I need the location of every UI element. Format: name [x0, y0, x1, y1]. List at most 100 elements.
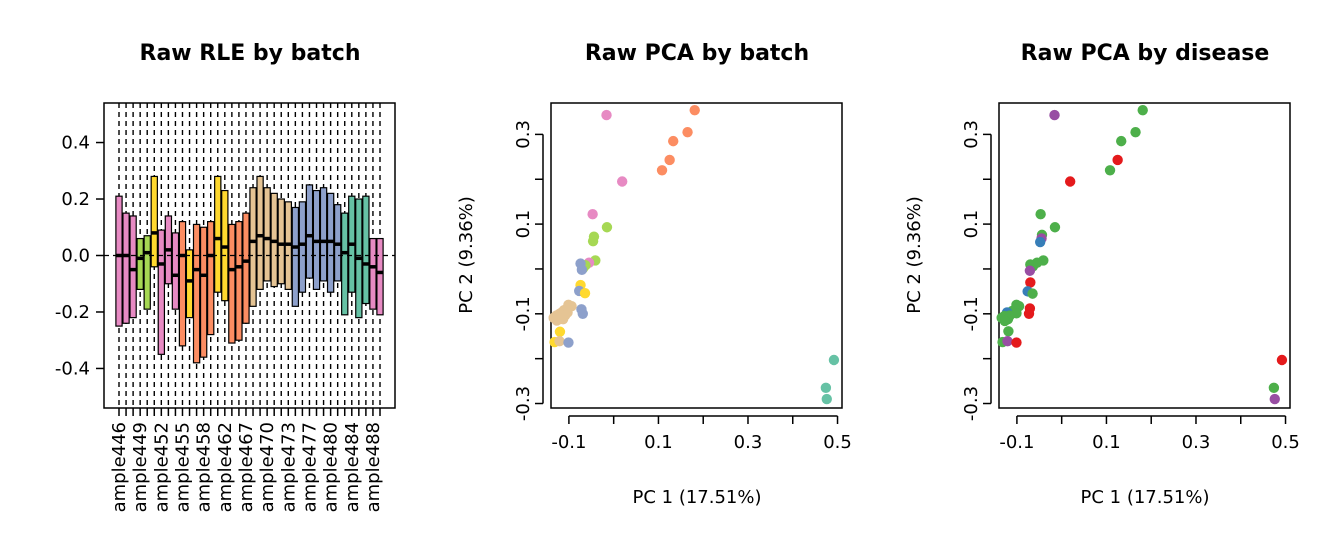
- pca-disease-point: [1024, 265, 1036, 276]
- pca-disease-point: [1116, 135, 1127, 147]
- rle-box: [199, 226, 208, 358]
- pca-disease-point: [1269, 393, 1280, 405]
- pca-batch-point: [821, 393, 832, 405]
- rle-xtick-label: ample446: [109, 422, 130, 512]
- pca-batch-point: [668, 135, 679, 147]
- pca-batch-point: [601, 222, 613, 233]
- pca-disease-title: Raw PCA by disease: [1021, 41, 1270, 66]
- pca-disease-xlabel: PC 1 (17.51%): [1081, 487, 1210, 508]
- pca-disease-ylabel: PC 2 (9.36%): [904, 196, 925, 314]
- rle-box: [192, 223, 201, 364]
- pca-disease-point: [1276, 354, 1288, 366]
- rle-xtick-label: ample452: [151, 422, 172, 512]
- pca-batch-xtick-label: 0.1: [644, 432, 673, 453]
- rle-box: [263, 187, 271, 282]
- pca-batch-point: [554, 326, 566, 337]
- rle-xtick-label: ample462: [215, 422, 236, 512]
- rle-xtick-label: ample488: [363, 422, 384, 512]
- rle-box: [122, 212, 130, 324]
- rle-box: [369, 237, 377, 310]
- pca-disease-point: [1137, 104, 1148, 116]
- pca-disease-ytick-label: 0.1: [961, 210, 982, 239]
- pca-disease-point: [1268, 382, 1280, 394]
- rle-box: [235, 221, 243, 341]
- rle-ytick-label: 0.0: [61, 246, 90, 267]
- pca-disease-point: [1002, 335, 1013, 347]
- rle-xtick-label: ample480: [321, 422, 342, 512]
- pca-batch-point: [682, 126, 693, 138]
- rle-ytick-label: -0.2: [55, 302, 90, 323]
- rle-ytick-label: 0.4: [61, 133, 90, 154]
- rle-xtick-label: ample470: [257, 422, 278, 512]
- pca-disease-panel: Raw PCA by disease PC 1 (17.51%) PC 2 (9…: [904, 41, 1300, 508]
- pca-disease-xtick-label: 0.5: [1271, 432, 1300, 453]
- rle-box: [136, 237, 144, 290]
- rle-box: [157, 229, 166, 355]
- pca-batch-panel: Raw PCA by batch PC 1 (17.51%) PC 2 (9.3…: [456, 41, 852, 508]
- pca-batch-point: [557, 313, 569, 325]
- pca-batch-xtick-label: 0.3: [734, 432, 763, 453]
- pca-disease-point: [1003, 326, 1014, 337]
- pca-disease-ytick-label: -0.1: [961, 296, 982, 331]
- rle-xtick-label: ample467: [236, 422, 257, 512]
- rle-box: [143, 235, 151, 310]
- rle-xtick-label: ample455: [172, 422, 193, 512]
- pca-disease-point: [1049, 109, 1060, 121]
- rle-ytick-label: -0.4: [55, 358, 90, 379]
- pca-disease-xtick-label: -0.1: [999, 432, 1034, 453]
- pca-disease-plot-area: -0.1 0.1 0.3 0.5 -0.3 -0.1 0.1 0.3: [961, 102, 1300, 453]
- rle-box: [376, 237, 384, 316]
- rle-box: [115, 195, 123, 327]
- pca-batch-point: [656, 165, 668, 176]
- rle-xtick-label: ample477: [299, 422, 320, 512]
- pca-disease-point: [1112, 154, 1123, 166]
- pca-batch-ytick-label: 0.1: [513, 210, 534, 239]
- rle-box: [256, 175, 264, 290]
- rle-box: [319, 187, 328, 282]
- pca-disease-point: [1130, 126, 1141, 138]
- rle-xtick-label: ample458: [194, 422, 215, 512]
- pca-batch-point: [577, 308, 588, 320]
- pca-batch-xtick-label: 0.5: [823, 432, 852, 453]
- rle-box: [249, 187, 257, 307]
- pca-disease-xtick-label: 0.1: [1092, 432, 1121, 453]
- rle-box: [362, 195, 370, 305]
- pca-batch-ytick-label: -0.1: [513, 296, 534, 331]
- rle-box: [228, 223, 236, 344]
- rle-title: Raw RLE by batch: [140, 41, 361, 66]
- pca-batch-point: [563, 337, 574, 348]
- pca-batch-point: [587, 235, 599, 247]
- pca-batch-point: [820, 382, 832, 394]
- pca-disease-point: [1011, 337, 1022, 348]
- rle-box: [214, 175, 222, 293]
- rle-box: [129, 215, 137, 319]
- rle-box: [277, 198, 285, 285]
- rle-box: [298, 201, 307, 293]
- pca-disease-point: [1049, 222, 1061, 233]
- pca-batch-xlabel: PC 1 (17.51%): [633, 487, 762, 508]
- pca-disease-point: [1104, 165, 1116, 176]
- pca-batch-point: [828, 354, 840, 366]
- rle-box: [185, 249, 194, 319]
- rle-box: [242, 212, 250, 324]
- pca-batch-xtick-label: -0.1: [551, 432, 586, 453]
- pca-batch-point: [579, 287, 591, 299]
- pca-batch-point: [616, 176, 628, 187]
- pca-batch-frame: [550, 102, 843, 409]
- pca-disease-ytick-label: 0.3: [961, 120, 982, 149]
- pca-batch-point: [587, 209, 598, 220]
- rle-xtick-label: ample484: [342, 422, 363, 512]
- rle-box: [178, 221, 187, 347]
- pca-batch-point: [554, 335, 565, 347]
- pca-batch-point: [601, 109, 612, 121]
- pca-batch-point: [689, 104, 700, 116]
- rle-box: [305, 184, 314, 279]
- pca-batch-point: [664, 154, 675, 166]
- pca-disease-point: [1064, 176, 1076, 187]
- pca-disease-xtick-label: 0.3: [1182, 432, 1211, 453]
- rle-xtick-label: ample449: [130, 422, 151, 512]
- pca-disease-ytick-label: -0.3: [961, 386, 982, 421]
- pca-batch-ylabel: PC 2 (9.36%): [456, 196, 477, 314]
